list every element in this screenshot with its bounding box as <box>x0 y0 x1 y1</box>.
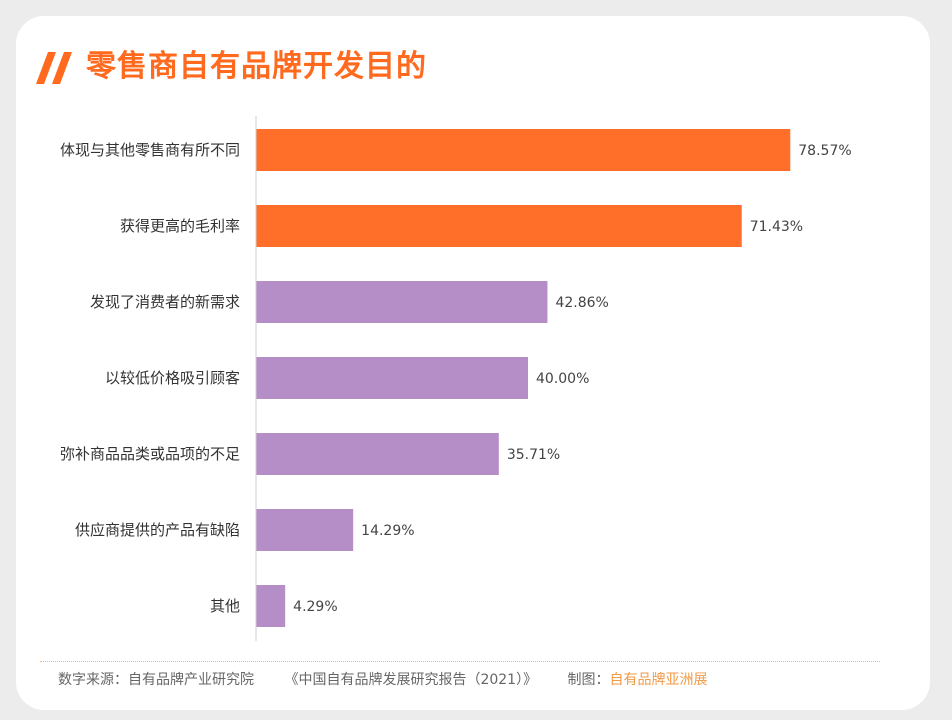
value-label: 35.71% <box>507 447 560 463</box>
bar-chart: 体现与其他零售商有所不同获得更高的毛利率发现了消费者的新需求以较低价格吸引顾客弥… <box>60 116 852 641</box>
value-label: 14.29% <box>361 523 414 539</box>
value-label: 78.57% <box>798 143 851 159</box>
bar <box>256 585 286 627</box>
bar <box>256 357 528 399</box>
bar <box>256 205 742 247</box>
footer-divider <box>40 661 880 662</box>
bar <box>256 433 499 475</box>
title-slash-icon <box>36 52 72 84</box>
bar <box>256 281 548 323</box>
value-label: 71.43% <box>750 219 803 235</box>
category-label: 其他 <box>210 597 240 615</box>
value-label: 40.00% <box>536 371 589 387</box>
value-label: 4.29% <box>293 599 337 615</box>
report-title: 《中国自有品牌发展研究报告（2021）》 <box>284 672 538 688</box>
category-label: 发现了消费者的新需求 <box>90 293 240 311</box>
category-label: 以较低价格吸引顾客 <box>105 369 240 387</box>
bar <box>256 509 354 551</box>
bar <box>256 129 791 171</box>
chart-card: 零售商自有品牌开发目的 体现与其他零售商有所不同获得更高的毛利率发现了消费者的新… <box>16 16 930 710</box>
category-label: 获得更高的毛利率 <box>120 217 240 235</box>
value-label: 42.86% <box>555 295 608 311</box>
category-label: 供应商提供的产品有缺陷 <box>75 521 240 539</box>
chart-title: 零售商自有品牌开发目的 <box>86 49 427 84</box>
maker-name: 自有品牌亚洲展 <box>609 672 708 688</box>
source-label: 数字来源： <box>58 672 128 688</box>
footer: 数字来源：自有品牌产业研究院 《中国自有品牌发展研究报告（2021）》 制图：自… <box>58 670 708 690</box>
maker-label: 制图： <box>567 672 610 688</box>
category-label: 弥补商品品类或品项的不足 <box>60 445 240 463</box>
category-label: 体现与其他零售商有所不同 <box>60 141 240 159</box>
source-org: 自有品牌产业研究院 <box>128 672 254 688</box>
